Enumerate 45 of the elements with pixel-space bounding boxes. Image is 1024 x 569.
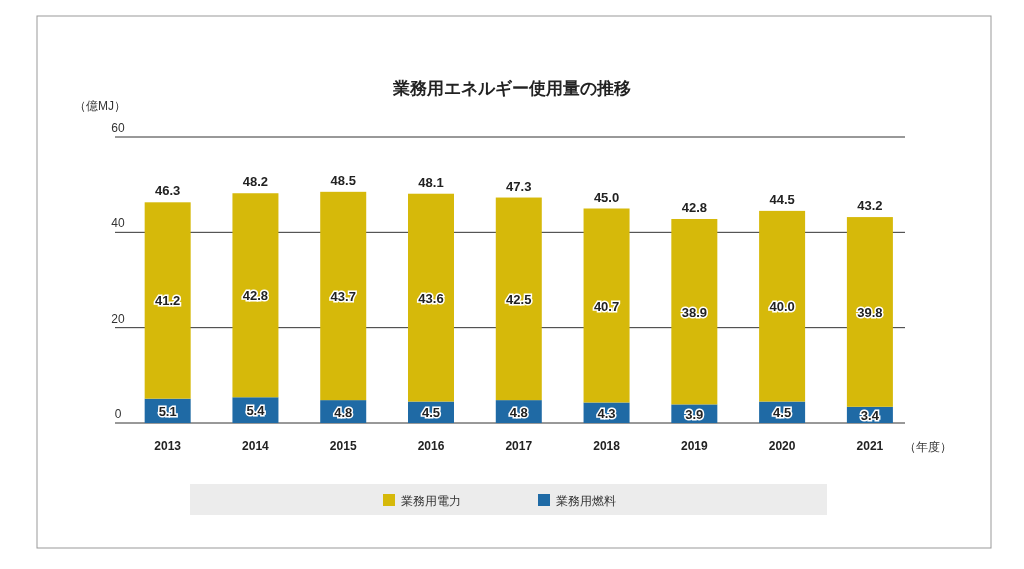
total-label: 47.3 <box>506 178 532 194</box>
legend-label: 業務用電力 <box>401 494 461 508</box>
data-label: 3.9 <box>685 406 704 422</box>
total-label: 48.5 <box>330 172 356 188</box>
data-label: 3.4 <box>860 407 880 423</box>
legend-label: 業務用燃料 <box>556 494 616 508</box>
data-label: 4.5 <box>421 405 441 421</box>
total-label: 42.8 <box>681 199 707 215</box>
data-label: 5.4 <box>246 403 266 419</box>
total-label: 44.5 <box>769 191 795 207</box>
y-tick-label: 20 <box>111 311 125 326</box>
x-tick-label: 2019 <box>680 439 708 453</box>
x-tick-label: 2013 <box>154 439 182 453</box>
data-label: 39.8 <box>857 304 883 320</box>
x-tick-label: 2015 <box>329 439 357 453</box>
x-tick-label: 2014 <box>242 439 270 453</box>
x-tick-label: 2017 <box>505 439 533 453</box>
x-axis-title: （年度） <box>904 440 952 454</box>
chart-title: 業務用エネルギー使用量の推移 <box>392 79 631 98</box>
total-label: 45.0 <box>593 189 620 205</box>
data-label: 38.9 <box>681 304 707 320</box>
data-label: 40.0 <box>769 299 795 315</box>
total-label: 46.3 <box>155 183 181 199</box>
y-tick-label: 60 <box>111 121 125 135</box>
data-label: 5.1 <box>158 403 177 419</box>
data-label: 41.2 <box>155 293 181 309</box>
data-label: 4.8 <box>509 404 528 420</box>
x-tick-label: 2016 <box>417 439 445 453</box>
total-label: 48.2 <box>242 174 269 190</box>
x-tick-label: 2021 <box>856 439 884 453</box>
x-tick-label: 2020 <box>768 439 796 453</box>
data-label: 40.7 <box>593 298 620 314</box>
data-label: 42.5 <box>506 291 532 307</box>
data-label: 4.5 <box>773 405 792 421</box>
data-label: 43.7 <box>330 288 356 304</box>
data-label: 4.8 <box>334 404 353 420</box>
y-tick-label: 0 <box>114 407 122 421</box>
data-label: 43.6 <box>418 290 444 306</box>
y-tick-label: 40 <box>111 216 125 231</box>
total-label: 48.1 <box>418 174 444 190</box>
data-label: 42.8 <box>242 288 269 304</box>
y-axis-title: （億MJ） <box>74 99 126 113</box>
total-label: 43.2 <box>857 198 883 214</box>
x-tick-label: 2018 <box>593 439 621 453</box>
data-label: 4.3 <box>597 405 616 421</box>
